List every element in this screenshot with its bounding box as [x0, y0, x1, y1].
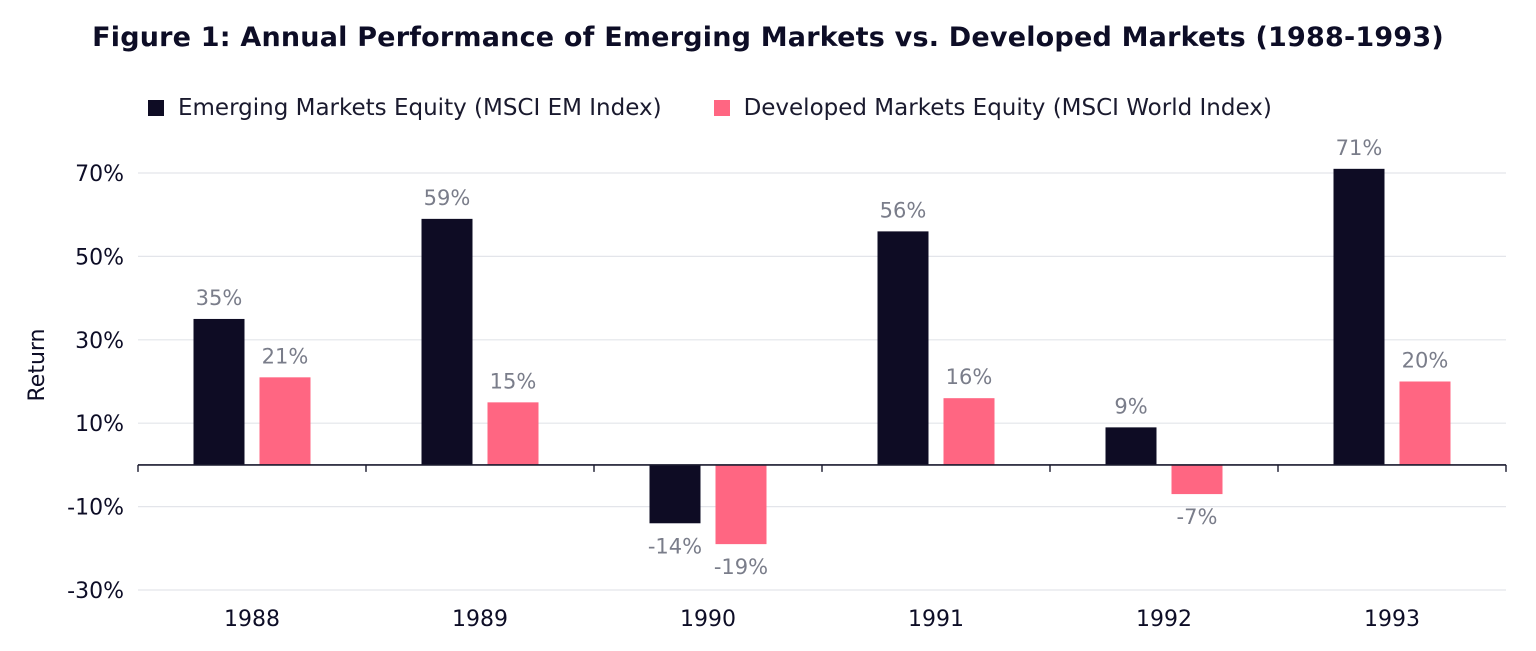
data-label: 56% — [880, 198, 927, 222]
legend-swatch-emerging — [148, 100, 164, 116]
bar-developed — [715, 464, 767, 545]
bar-developed — [487, 402, 539, 465]
label-layer: 70% 50% 30% 10% -10% -30% 35% 21% 1988 59% 15% 1989… — [67, 136, 1448, 632]
data-label: 35% — [196, 286, 243, 310]
bar-developed — [1171, 464, 1223, 495]
bar-emerging — [193, 318, 245, 465]
bar-layer — [193, 168, 1451, 545]
x-tick-label: 1991 — [908, 607, 964, 632]
y-tick-label: 50% — [75, 245, 124, 270]
data-label: -7% — [1177, 505, 1218, 529]
x-tick-label: 1990 — [680, 607, 736, 632]
data-label: 71% — [1336, 136, 1383, 160]
legend-label-emerging: Emerging Markets Equity (MSCI EM Index) — [178, 95, 662, 121]
axis-layer — [137, 464, 1507, 472]
bar-developed — [259, 377, 311, 465]
y-tick-label: -10% — [67, 496, 124, 521]
legend-label-developed: Developed Markets Equity (MSCI World Ind… — [743, 95, 1272, 121]
bar-emerging — [1105, 427, 1157, 465]
x-tick-label: 1988 — [224, 607, 280, 632]
grid-layer — [138, 172, 1506, 591]
chart-title: Figure 1: Annual Performance of Emerging… — [92, 22, 1444, 53]
y-tick-label: 10% — [75, 412, 124, 437]
legend: Emerging Markets Equity (MSCI EM Index) … — [148, 92, 1324, 124]
data-label: 20% — [1402, 349, 1449, 373]
bar-emerging — [1333, 168, 1385, 465]
bar-developed — [943, 398, 995, 465]
bar-emerging — [421, 218, 473, 465]
bar-emerging — [877, 231, 929, 465]
legend-item-developed: Developed Markets Equity (MSCI World Ind… — [713, 95, 1272, 121]
x-tick-label: 1993 — [1364, 607, 1420, 632]
legend-item-emerging: Emerging Markets Equity (MSCI EM Index) — [148, 95, 662, 121]
data-label: 21% — [262, 344, 309, 368]
data-label: -19% — [714, 555, 768, 579]
legend-swatch-developed — [713, 100, 730, 116]
x-tick-label: 1992 — [1136, 607, 1192, 632]
x-tick-label: 1989 — [452, 607, 508, 632]
y-tick-label: 70% — [75, 162, 124, 187]
data-label: 59% — [424, 186, 471, 210]
data-label: 15% — [490, 369, 537, 393]
y-axis-title: Return — [25, 328, 50, 401]
data-label: -14% — [648, 534, 702, 558]
bar-developed — [1399, 381, 1451, 465]
bar-emerging — [649, 464, 701, 524]
y-tick-label: -30% — [67, 579, 124, 604]
y-tick-label: 30% — [75, 329, 124, 354]
data-label: 16% — [946, 365, 993, 389]
data-label: 9% — [1114, 394, 1147, 418]
